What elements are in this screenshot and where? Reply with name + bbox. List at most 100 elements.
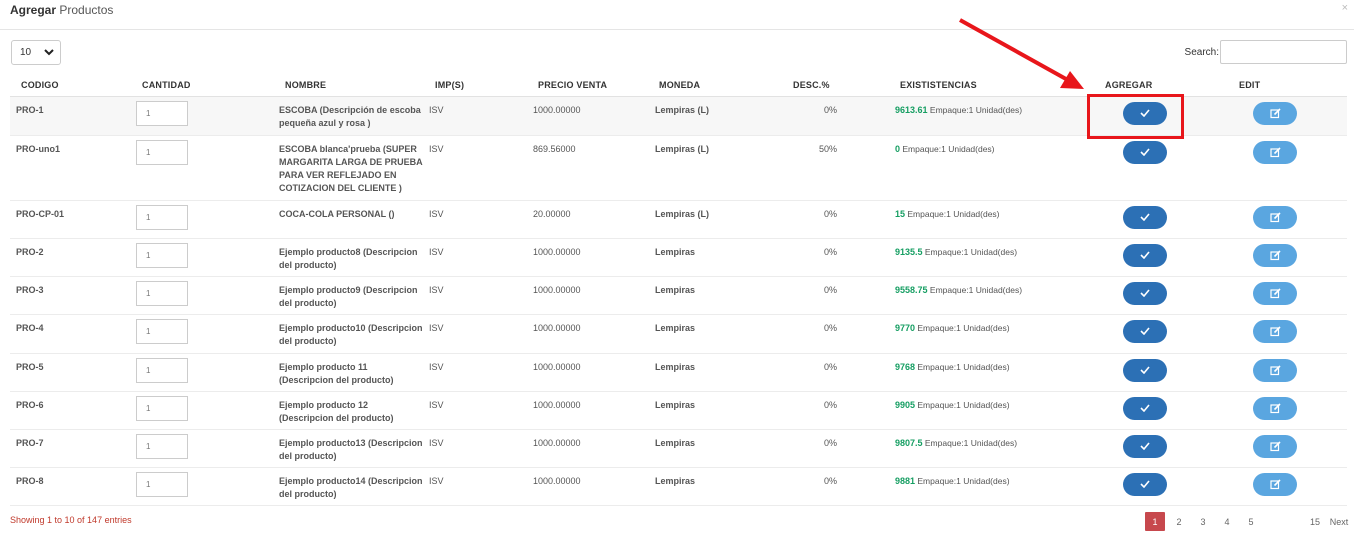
cell-edit <box>1217 200 1347 239</box>
edit-product-button[interactable] <box>1253 281 1297 305</box>
edit-icon <box>1269 325 1281 336</box>
cell-nombre: Ejemplo producto 11 (Descripcion del pro… <box>279 353 429 392</box>
cell-agregar <box>1082 96 1217 136</box>
cell-precio-venta: 1000.00000 <box>533 467 655 506</box>
add-product-button[interactable] <box>1123 358 1167 382</box>
edit-icon <box>1269 249 1281 260</box>
quantity-input[interactable] <box>136 204 188 230</box>
cell-moneda: Lempiras <box>655 391 789 430</box>
cell-moneda: Lempiras <box>655 429 789 468</box>
cell-imps: ISV <box>429 238 533 277</box>
add-product-button[interactable] <box>1123 434 1167 458</box>
col-header-desc[interactable]: DESC.% <box>789 74 895 97</box>
edit-icon <box>1269 107 1281 118</box>
cell-edit <box>1217 238 1347 277</box>
cell-imps: ISV <box>429 467 533 506</box>
quantity-input[interactable] <box>136 242 188 268</box>
cell-imps: ISV <box>429 314 533 354</box>
page-5-button[interactable]: 5 <box>1248 516 1254 527</box>
cell-desc: 0% <box>789 200 895 239</box>
quantity-input[interactable] <box>136 100 188 126</box>
entries-length-select[interactable]: 10 <box>11 40 61 65</box>
cell-cantidad <box>136 467 279 506</box>
stock-note: Empaque:1 Unidad(des) <box>905 208 1000 219</box>
check-icon <box>1140 327 1150 335</box>
col-header-agregar[interactable]: AGREGAR <box>1082 74 1217 97</box>
col-header-cantidad[interactable]: CANTIDAD <box>136 74 279 97</box>
quantity-input[interactable] <box>136 357 188 383</box>
cell-imps: ISV <box>429 276 533 315</box>
quantity-input[interactable] <box>136 280 188 306</box>
col-header-moneda[interactable]: MONEDA <box>655 74 789 97</box>
cell-edit <box>1217 135 1347 201</box>
page-2-button[interactable]: 2 <box>1176 516 1182 527</box>
next-page-button[interactable]: Next <box>1329 516 1349 527</box>
page-3-button[interactable]: 3 <box>1200 516 1206 527</box>
cell-existencias: 15 Empaque:1 Unidad(des) <box>895 200 1082 239</box>
col-header-precio-venta[interactable]: PRECIO VENTA <box>533 74 655 97</box>
modal-title: Agregar Productos <box>10 3 114 17</box>
cell-moneda: Lempiras <box>655 314 789 354</box>
cell-nombre: Ejemplo producto 12 (Descripcion del pro… <box>279 391 429 430</box>
cell-existencias: 9135.5 Empaque:1 Unidad(des) <box>895 238 1082 277</box>
table-row: PRO-8 Ejemplo producto14 (Descripcion del… <box>10 467 1347 506</box>
entries-length-value: 10 <box>20 47 32 58</box>
col-header-codigo[interactable]: CODIGO <box>10 74 136 97</box>
add-product-button[interactable] <box>1123 101 1167 125</box>
check-icon <box>1140 148 1150 156</box>
add-product-button[interactable] <box>1123 140 1167 164</box>
add-product-button[interactable] <box>1123 396 1167 420</box>
col-header-exististencias[interactable]: EXISTISTENCIAS <box>895 74 1082 97</box>
cell-edit <box>1217 353 1347 392</box>
quantity-input[interactable] <box>136 139 188 165</box>
edit-product-button[interactable] <box>1253 472 1297 496</box>
cell-precio-venta: 1000.00000 <box>533 314 655 354</box>
add-product-button[interactable] <box>1123 319 1167 343</box>
col-header-imps[interactable]: IMP(S) <box>429 74 533 97</box>
search-input[interactable] <box>1220 40 1347 64</box>
col-header-nombre[interactable]: NOMBRE <box>279 74 429 97</box>
close-icon[interactable]: × <box>1341 2 1348 14</box>
cell-moneda: Lempiras <box>655 276 789 315</box>
edit-product-button[interactable] <box>1253 319 1297 343</box>
cell-nombre: ESCOBA blanca'prueba (SUPER MARGARITA LA… <box>279 135 429 201</box>
add-product-button[interactable] <box>1123 281 1167 305</box>
cell-desc: 0% <box>789 429 895 468</box>
edit-product-button[interactable] <box>1253 358 1297 382</box>
stock-note: Empaque:1 Unidad(des) <box>915 475 1010 486</box>
add-product-button[interactable] <box>1123 205 1167 229</box>
cell-precio-venta: 1000.00000 <box>533 96 655 136</box>
quantity-input[interactable] <box>136 395 188 421</box>
modal-header: Agregar Productos × <box>0 0 1354 30</box>
table-row: PRO-2 Ejemplo producto8 (Descripcion del … <box>10 238 1347 277</box>
check-icon <box>1140 442 1150 450</box>
check-icon <box>1140 213 1150 221</box>
cell-codigo: PRO-8 <box>10 467 136 506</box>
quantity-input[interactable] <box>136 471 188 497</box>
page-last-button[interactable]: 15 <box>1309 516 1320 527</box>
quantity-input[interactable] <box>136 318 188 344</box>
stock-value: 9135.5 <box>895 246 923 257</box>
edit-product-button[interactable] <box>1253 434 1297 458</box>
cell-desc: 0% <box>789 238 895 277</box>
page-4-button[interactable]: 4 <box>1224 516 1230 527</box>
add-product-button[interactable] <box>1123 472 1167 496</box>
check-icon <box>1140 480 1150 488</box>
edit-product-button[interactable] <box>1253 396 1297 420</box>
cell-desc: 0% <box>789 353 895 392</box>
edit-product-button[interactable] <box>1253 101 1297 125</box>
edit-product-button[interactable] <box>1253 243 1297 267</box>
cell-agregar <box>1082 391 1217 430</box>
edit-icon <box>1269 402 1281 413</box>
stock-note: Empaque:1 Unidad(des) <box>915 399 1010 410</box>
page-1-button[interactable]: 1 <box>1145 512 1165 531</box>
edit-icon <box>1269 478 1281 489</box>
check-icon <box>1140 404 1150 412</box>
add-product-button[interactable] <box>1123 243 1167 267</box>
cell-existencias: 9807.5 Empaque:1 Unidad(des) <box>895 429 1082 468</box>
col-header-edit[interactable]: EDIT <box>1217 74 1347 97</box>
quantity-input[interactable] <box>136 433 188 459</box>
edit-product-button[interactable] <box>1253 140 1297 164</box>
table-header-row: CODIGO CANTIDAD NOMBRE IMP(S) PRECIO VEN… <box>10 74 1347 97</box>
edit-product-button[interactable] <box>1253 205 1297 229</box>
